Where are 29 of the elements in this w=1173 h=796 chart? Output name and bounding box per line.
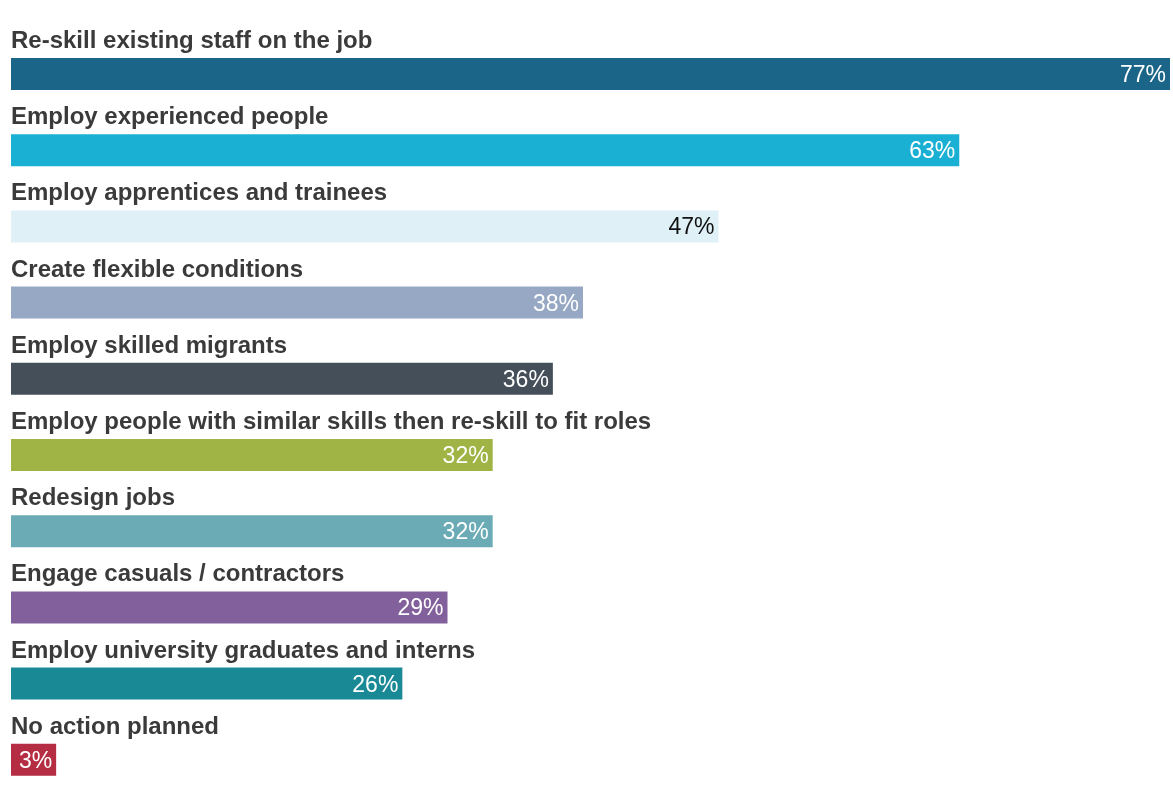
y-tick-label: No action planned xyxy=(11,711,220,739)
bar xyxy=(11,439,493,471)
bar xyxy=(11,362,553,395)
data-label: 38% xyxy=(532,289,579,316)
data-label: 47% xyxy=(668,213,715,240)
bar xyxy=(11,58,1170,90)
y-tick-label: Employ people with similar skills then re-skill to fit roles xyxy=(11,407,652,434)
y-tick-label: Employ skilled migrants xyxy=(11,330,288,358)
y-tick-label: Employ university graduates and interns xyxy=(11,635,476,663)
y-tick-label: Redesign jobs xyxy=(11,483,176,511)
y-tick-label: Re-skill existing staff on the job xyxy=(11,26,373,53)
bar xyxy=(11,210,719,243)
bar xyxy=(11,286,583,319)
y-tick-label: Employ apprentices and trainees xyxy=(11,178,388,206)
y-tick-label: Employ experienced people xyxy=(11,102,329,130)
data-label: 3% xyxy=(18,746,53,773)
data-label: 36% xyxy=(502,365,549,392)
y-tick-label: Engage casuals / contractors xyxy=(11,559,345,587)
bar xyxy=(11,134,960,167)
data-label: 63% xyxy=(909,137,956,164)
data-label: 77% xyxy=(1119,61,1166,87)
data-label: 32% xyxy=(442,518,489,545)
data-label: 32% xyxy=(442,442,489,468)
data-label: 29% xyxy=(397,594,444,621)
bar xyxy=(11,591,448,624)
bar xyxy=(11,667,403,700)
data-label: 26% xyxy=(352,670,399,697)
y-tick-label: Create flexible conditions xyxy=(11,254,304,282)
bar xyxy=(11,515,493,548)
